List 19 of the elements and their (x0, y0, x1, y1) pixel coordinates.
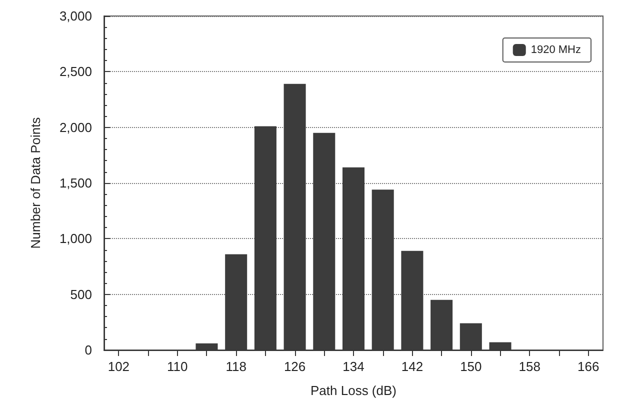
y-tick-label: 1,500 (59, 176, 92, 190)
x-tick-label: 134 (342, 359, 364, 374)
x-tick-label: 150 (460, 359, 482, 374)
x-tick-label: 126 (284, 359, 306, 374)
y-tick-label: 2,000 (59, 120, 92, 135)
y-tick-label: 2,500 (59, 64, 92, 80)
y-tick-label: 1,000 (59, 231, 92, 246)
x-tick-label: 142 (401, 359, 424, 374)
x-tick-label: 110 (167, 359, 188, 374)
x-axis-title: Path Loss (dB) (310, 383, 396, 398)
x-tick-label: 166 (577, 359, 600, 374)
y-tick-label: 500 (70, 286, 92, 302)
y-tick-label: 0 (84, 342, 92, 358)
x-tick-label: 102 (108, 359, 130, 374)
legend-label: 1920 MHz (530, 44, 582, 56)
y-axis-title: Number of Data Points (28, 116, 43, 249)
x-tick-label: 118 (226, 359, 246, 374)
x-tick-label: 158 (518, 359, 540, 374)
y-tick-label: 3,000 (59, 8, 92, 24)
